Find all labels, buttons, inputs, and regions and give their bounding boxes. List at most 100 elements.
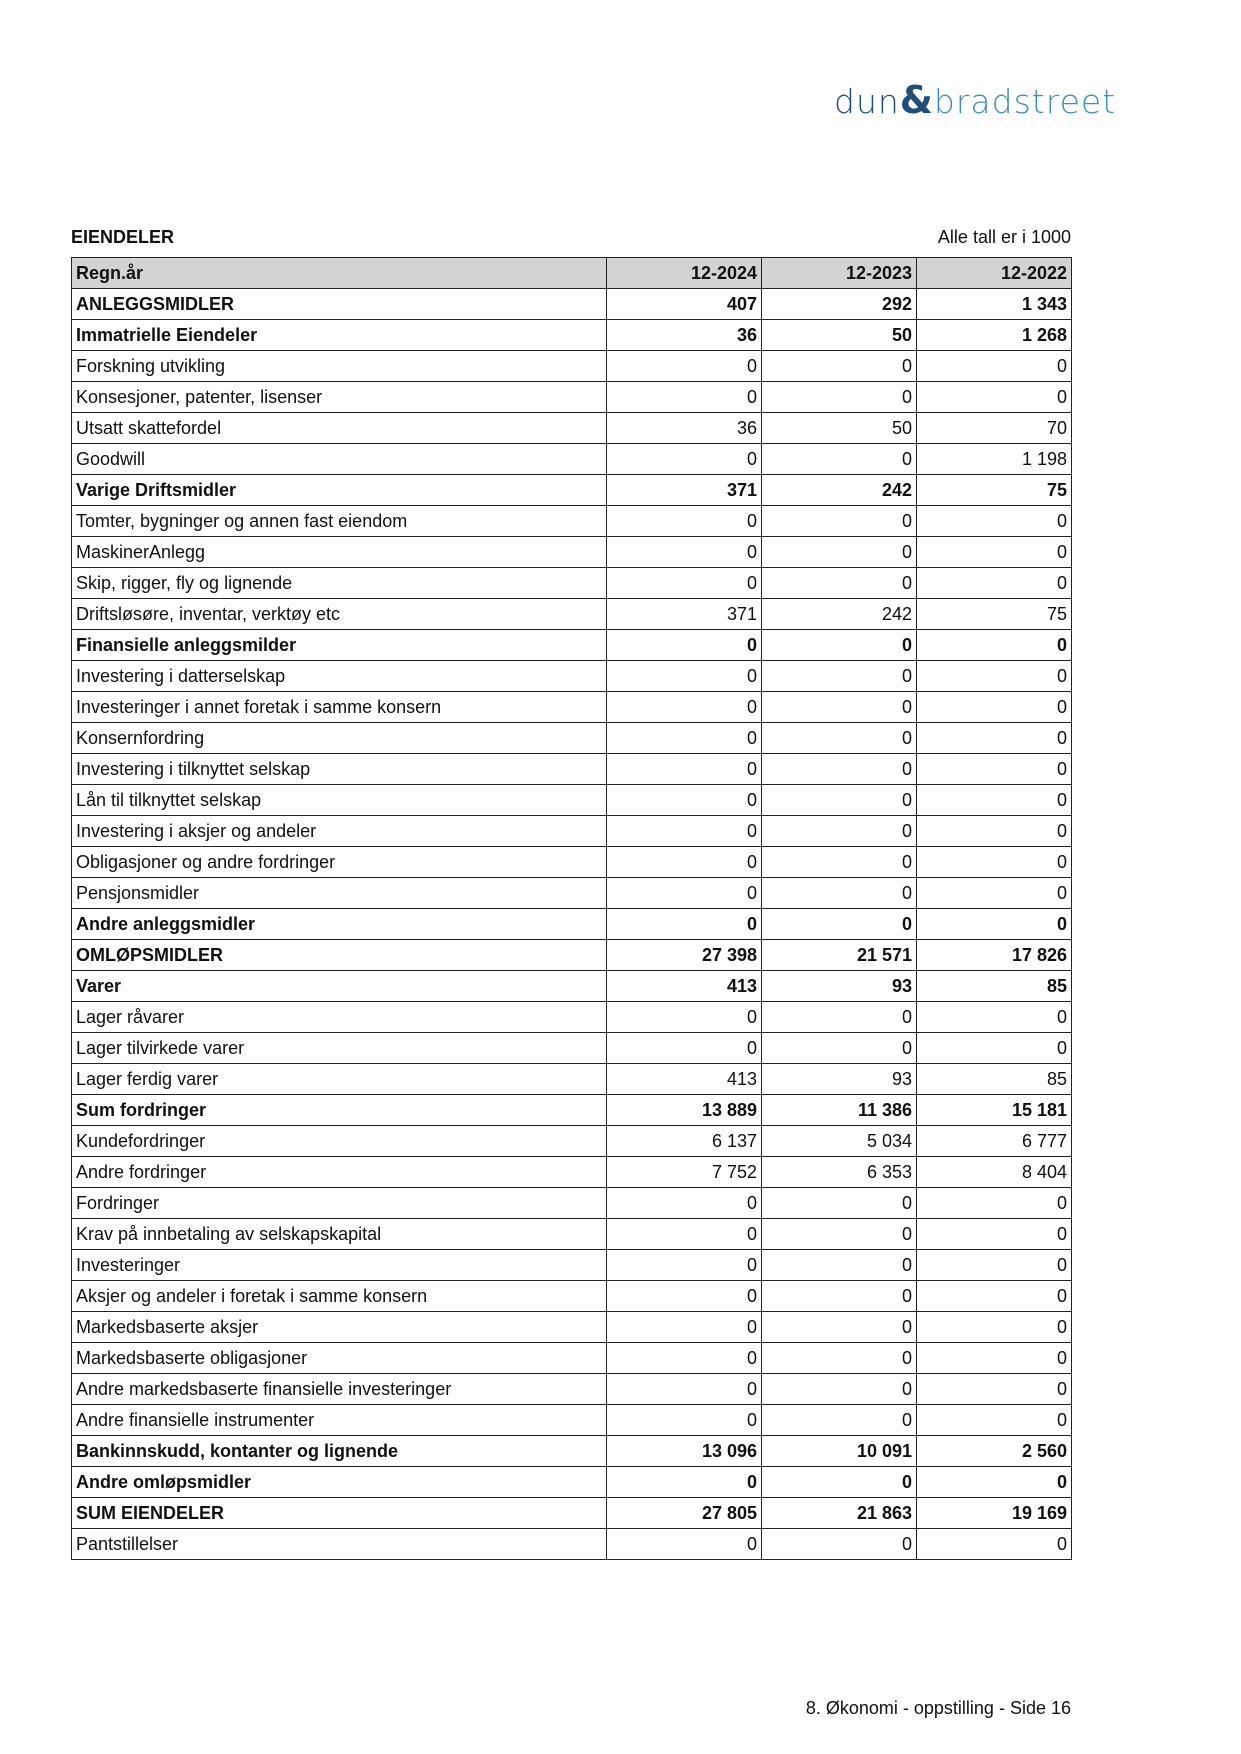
table-row: Forskning utvikling 0 0 0 — [71, 350, 1072, 382]
table-row: SUM EIENDELER 27 805 21 863 19 169 — [71, 1497, 1072, 1529]
cell-value: 36 — [606, 412, 762, 444]
table-row: Andre omløpsmidler 0 0 0 — [71, 1466, 1072, 1498]
cell-value: 0 — [761, 381, 917, 413]
cell-value: 0 — [606, 908, 762, 940]
row-label: Varer — [71, 970, 607, 1002]
cell-value: 93 — [761, 970, 917, 1002]
cell-value: 0 — [606, 1311, 762, 1343]
cell-value: 6 137 — [606, 1125, 762, 1157]
row-label: Markedsbaserte aksjer — [71, 1311, 607, 1343]
cell-value: 0 — [761, 1249, 917, 1281]
table-row: Fordringer 0 0 0 — [71, 1187, 1072, 1219]
cell-value: 0 — [761, 877, 917, 909]
table-row: Varer 413 93 85 — [71, 970, 1072, 1002]
cell-value: 85 — [916, 970, 1072, 1002]
row-label: Markedsbaserte obligasjoner — [71, 1342, 607, 1374]
cell-value: 70 — [916, 412, 1072, 444]
cell-value: 0 — [916, 1001, 1072, 1033]
row-label: Andre fordringer — [71, 1156, 607, 1188]
cell-value: 242 — [761, 474, 917, 506]
row-label: MaskinerAnlegg — [71, 536, 607, 568]
cell-value: 0 — [761, 567, 917, 599]
table-row: Bankinnskudd, kontanter og lignende 13 09… — [71, 1435, 1072, 1467]
cell-value: 407 — [606, 288, 762, 320]
table-row: Investering i tilknyttet selskap 0 0 0 — [71, 753, 1072, 785]
cell-value: 0 — [916, 815, 1072, 847]
row-label: Investeringer — [71, 1249, 607, 1281]
cell-value: 0 — [916, 1218, 1072, 1250]
table-row: OMLØPSMIDLER 27 398 21 571 17 826 — [71, 939, 1072, 971]
cell-value: 371 — [606, 474, 762, 506]
dun-bradstreet-logo: dun&bradstreet — [834, 78, 1116, 122]
table-row: Andre markedsbaserte finansielle investe… — [71, 1373, 1072, 1405]
cell-value: 0 — [916, 722, 1072, 754]
row-label: Aksjer og andeler i foretak i samme kons… — [71, 1280, 607, 1312]
table-row: Lager tilvirkede varer 0 0 0 — [71, 1032, 1072, 1064]
logo-text: dun — [834, 82, 900, 121]
cell-value: 0 — [761, 1001, 917, 1033]
row-label: Lager ferdig varer — [71, 1063, 607, 1095]
cell-value: 0 — [761, 660, 917, 692]
row-label: Utsatt skattefordel — [71, 412, 607, 444]
cell-value: 0 — [916, 629, 1072, 661]
cell-value: 0 — [761, 1187, 917, 1219]
cell-value: 50 — [761, 319, 917, 351]
table-row: Lager råvarer 0 0 0 — [71, 1001, 1072, 1033]
column-header: 12-2023 — [761, 257, 917, 289]
cell-value: 0 — [606, 722, 762, 754]
cell-value: 10 091 — [761, 1435, 917, 1467]
cell-value: 15 181 — [916, 1094, 1072, 1126]
row-label: Investering i datterselskap — [71, 660, 607, 692]
cell-value: 0 — [606, 381, 762, 413]
row-label: Immatrielle Eiendeler — [71, 319, 607, 351]
cell-value: 0 — [606, 784, 762, 816]
cell-value: 0 — [916, 1528, 1072, 1560]
table-row: Skip, rigger, fly og lignende 0 0 0 — [71, 567, 1072, 599]
row-label: Andre markedsbaserte finansielle investe… — [71, 1373, 607, 1405]
cell-value: 0 — [761, 350, 917, 382]
row-label: Tomter, bygninger og annen fast eiendom — [71, 505, 607, 537]
cell-value: 0 — [761, 815, 917, 847]
cell-value: 0 — [606, 1032, 762, 1064]
row-label: Pensjonsmidler — [71, 877, 607, 909]
cell-value: 21 863 — [761, 1497, 917, 1529]
cell-value: 0 — [606, 1466, 762, 1498]
row-label: SUM EIENDELER — [71, 1497, 607, 1529]
row-label: ANLEGGSMIDLER — [71, 288, 607, 320]
cell-value: 0 — [761, 1528, 917, 1560]
table-row: Varige Driftsmidler 371 242 75 — [71, 474, 1072, 506]
cell-value: 8 404 — [916, 1156, 1072, 1188]
cell-value: 413 — [606, 1063, 762, 1095]
table-row: Finansielle anleggsmilder 0 0 0 — [71, 629, 1072, 661]
cell-value: 0 — [606, 536, 762, 568]
row-label: Forskning utvikling — [71, 350, 607, 382]
table-row: Andre finansielle instrumenter 0 0 0 — [71, 1404, 1072, 1436]
cell-value: 0 — [606, 1280, 762, 1312]
cell-value: 0 — [916, 1342, 1072, 1374]
cell-value: 7 752 — [606, 1156, 762, 1188]
row-label: Investeringer i annet foretak i samme ko… — [71, 691, 607, 723]
cell-value: 0 — [916, 753, 1072, 785]
row-label: Pantstillelser — [71, 1528, 607, 1560]
cell-value: 0 — [761, 753, 917, 785]
cell-value: 0 — [916, 505, 1072, 537]
cell-value: 36 — [606, 319, 762, 351]
row-label: Finansielle anleggsmilder — [71, 629, 607, 661]
unit-note: Alle tall er i 1000 — [937, 227, 1071, 247]
cell-value: 0 — [761, 629, 917, 661]
table-row: Markedsbaserte aksjer 0 0 0 — [71, 1311, 1072, 1343]
cell-value: 0 — [606, 629, 762, 661]
cell-value: 0 — [761, 784, 917, 816]
table-row: Pantstillelser 0 0 0 — [71, 1528, 1072, 1560]
cell-value: 292 — [761, 288, 917, 320]
cell-value: 0 — [606, 1404, 762, 1436]
page-footer: 8. Økonomi - oppstilling - Side 16 — [805, 1698, 1071, 1718]
row-label: Sum fordringer — [71, 1094, 607, 1126]
cell-value: 0 — [916, 1373, 1072, 1405]
cell-value: 371 — [606, 598, 762, 630]
cell-value: 0 — [606, 815, 762, 847]
cell-value: 6 777 — [916, 1125, 1072, 1157]
row-label: Varige Driftsmidler — [71, 474, 607, 506]
cell-value: 0 — [761, 443, 917, 475]
row-label: Konsesjoner, patenter, lisenser — [71, 381, 607, 413]
